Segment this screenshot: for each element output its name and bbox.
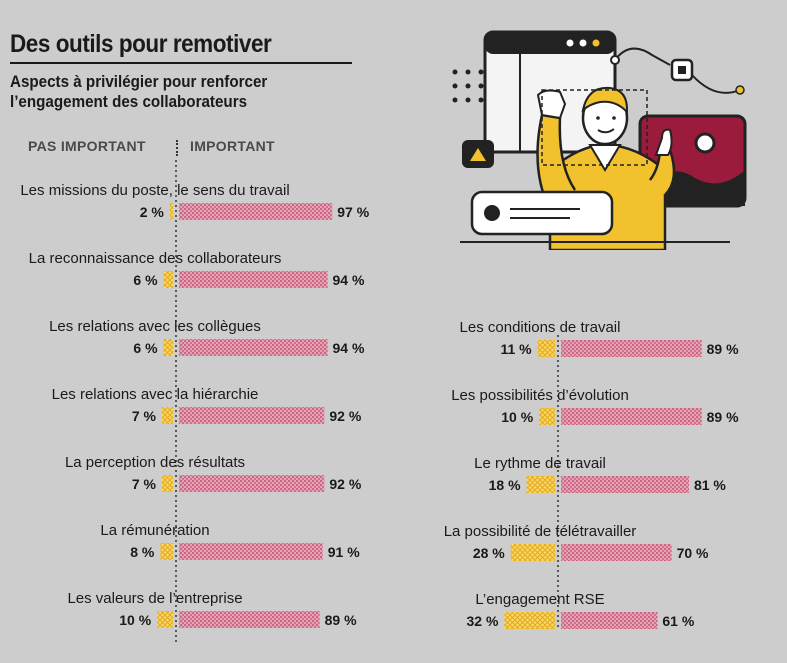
- value-label-important: 91 %: [328, 544, 360, 560]
- value-label-not-important: 7 %: [132, 476, 157, 492]
- value-label-important: 61 %: [662, 613, 694, 629]
- value-label-not-important: 11 %: [500, 341, 532, 357]
- category-label: La reconnaissance des collaborateurs: [29, 250, 282, 267]
- illustration: [452, 30, 747, 250]
- bar-not-important: [539, 408, 555, 425]
- category-label: La rémunération: [100, 522, 209, 539]
- bar-important: [179, 339, 328, 356]
- bar-not-important: [161, 407, 173, 424]
- bar-important: [179, 543, 323, 560]
- value-label-important: 92 %: [329, 408, 361, 424]
- value-label-not-important: 28 %: [473, 545, 505, 561]
- value-label-important: 92 %: [329, 476, 361, 492]
- bar-not-important: [163, 271, 173, 288]
- value-label-important: 89 %: [707, 341, 739, 357]
- value-label-not-important: 32 %: [467, 613, 499, 629]
- bar-not-important: [161, 475, 173, 492]
- category-label: Les relations avec les collègues: [49, 318, 261, 335]
- search-bar-icon: [470, 190, 614, 236]
- bar-not-important: [157, 611, 173, 628]
- category-label: Les valeurs de l’entreprise: [67, 590, 242, 607]
- category-label: L’engagement RSE: [475, 591, 604, 608]
- bar-important: [179, 611, 320, 628]
- bar-important: [179, 475, 325, 492]
- bar-important: [561, 612, 658, 629]
- header-important: IMPORTANT: [190, 138, 275, 154]
- value-label-not-important: 6 %: [133, 340, 158, 356]
- value-label-not-important: 2 %: [140, 204, 165, 220]
- bar-important: [561, 408, 702, 425]
- value-label-not-important: 6 %: [133, 272, 158, 288]
- title-rule: [10, 62, 352, 64]
- warning-button-icon: [462, 140, 494, 168]
- bar-not-important: [163, 339, 173, 356]
- bar-not-important: [169, 203, 173, 220]
- bar-important: [561, 544, 672, 561]
- value-label-not-important: 8 %: [130, 544, 155, 560]
- bar-important: [179, 407, 325, 424]
- value-label-not-important: 7 %: [132, 408, 157, 424]
- value-label-not-important: 10 %: [119, 612, 151, 628]
- bar-not-important: [526, 476, 555, 493]
- category-label: La perception des résultats: [65, 454, 245, 471]
- bar-important: [179, 203, 333, 220]
- category-label: Les relations avec la hiérarchie: [52, 386, 259, 403]
- connector-line-icon: [610, 47, 745, 95]
- value-label-important: 81 %: [694, 477, 726, 493]
- bar-not-important: [537, 340, 555, 357]
- bar-important: [179, 271, 328, 288]
- value-label-important: 89 %: [707, 409, 739, 425]
- category-label: Les missions du poste, le sens du travai…: [20, 182, 289, 199]
- chart-title: Des outils pour remotiver: [10, 30, 272, 58]
- bar-not-important: [510, 544, 555, 561]
- dots-grid-icon: [452, 69, 484, 103]
- value-label-not-important: 10 %: [501, 409, 533, 425]
- category-label: Le rythme de travail: [474, 455, 606, 472]
- value-label-not-important: 18 %: [489, 477, 521, 493]
- bar-important: [561, 476, 689, 493]
- value-label-important: 97 %: [337, 204, 369, 220]
- value-label-important: 94 %: [333, 340, 365, 356]
- bar-not-important: [504, 612, 555, 629]
- category-label: Les possibilités d’évolution: [451, 387, 629, 404]
- category-label: La possibilité de télétravailler: [444, 523, 637, 540]
- bar-not-important: [160, 543, 173, 560]
- chart-subtitle: Aspects à privilégier pour renforcer l’e…: [10, 73, 268, 111]
- selection-frame-icon: [541, 89, 648, 166]
- value-label-important: 70 %: [677, 545, 709, 561]
- bar-important: [561, 340, 702, 357]
- value-label-important: 89 %: [325, 612, 357, 628]
- header-not-important: PAS IMPORTANT: [28, 138, 146, 154]
- category-label: Les conditions de travail: [460, 319, 621, 336]
- value-label-important: 94 %: [333, 272, 365, 288]
- header-separator: [176, 140, 178, 156]
